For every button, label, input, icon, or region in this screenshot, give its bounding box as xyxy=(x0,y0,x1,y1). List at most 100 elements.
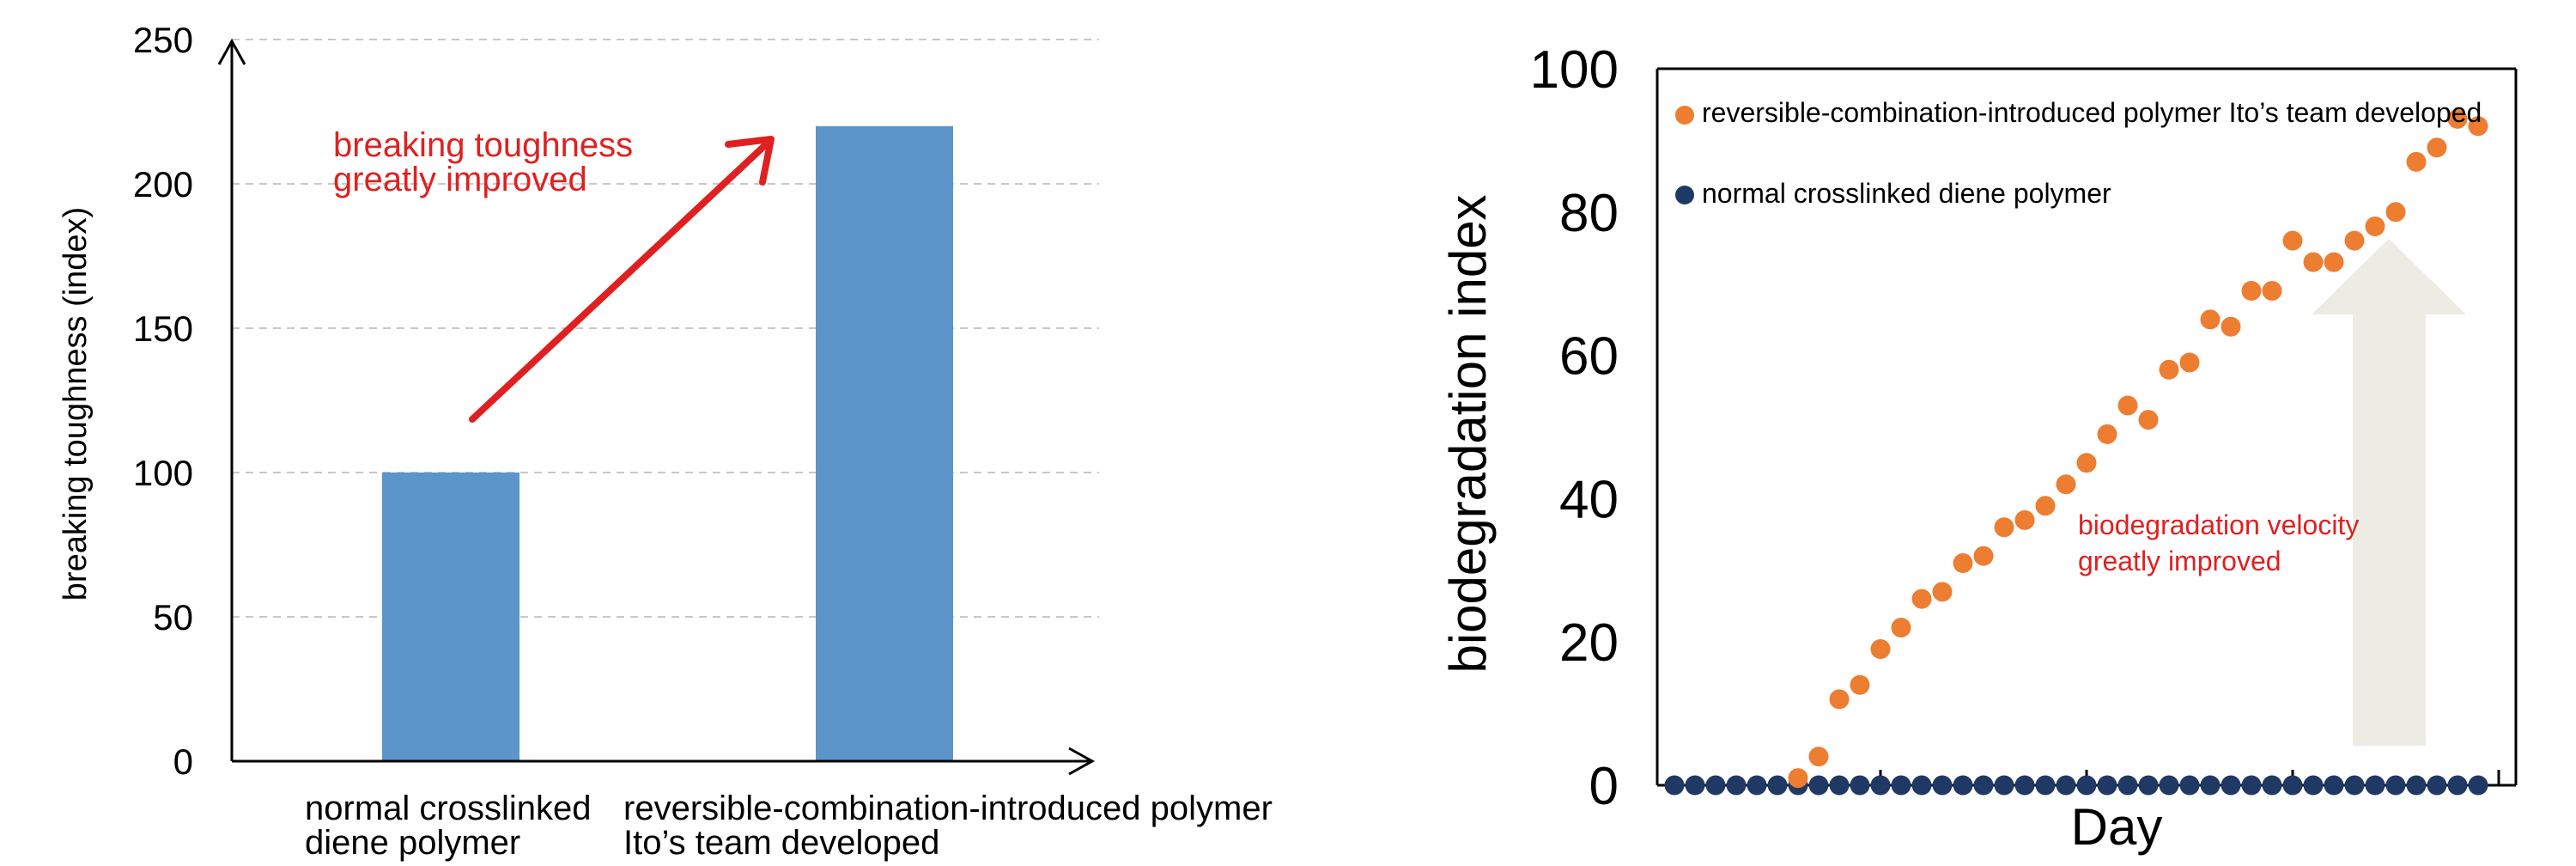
bar-chart-y-axis-label: breaking toughness (index) xyxy=(58,207,94,601)
scatter-chart: 0 20 40 60 80 100 biodegradation index Day re… xyxy=(1439,40,2518,856)
scatter-point-reversible-polymer xyxy=(2138,410,2159,430)
scatter-point-reversible-polymer xyxy=(1870,639,1891,660)
scatter-point-reversible-polymer xyxy=(2056,474,2076,495)
scatter-point-diene-polymer xyxy=(1911,775,1932,796)
scatter-point-diene-polymer xyxy=(2076,775,2097,796)
scatter-point-diene-polymer xyxy=(1932,775,1953,796)
scatter-point-reversible-polymer xyxy=(2035,496,2056,516)
scatter-chart-y-tick-label: 100 xyxy=(1530,40,1619,100)
scatter-chart-y-tick-label: 80 xyxy=(1559,184,1619,243)
bar xyxy=(382,473,519,761)
scatter-point-reversible-polymer xyxy=(2200,309,2221,330)
scatter-point-reversible-polymer xyxy=(2303,252,2324,272)
bar-chart-y-tick-labels: 0 50 100 150 200 250 xyxy=(133,20,193,782)
scatter-point-reversible-polymer xyxy=(2324,252,2344,272)
scatter-point-reversible-polymer xyxy=(1911,589,1932,609)
scatter-point-diene-polymer xyxy=(2014,775,2035,796)
scatter-point-diene-polymer xyxy=(2468,775,2488,796)
scatter-point-reversible-polymer xyxy=(1932,582,1953,602)
scatter-point-diene-polymer xyxy=(2097,775,2117,796)
scatter-point-diene-polymer xyxy=(2179,775,2200,796)
scatter-chart-points xyxy=(1664,108,2488,796)
scatter-point-diene-polymer xyxy=(2324,775,2344,796)
bar-chart-y-tick-label: 0 xyxy=(173,741,193,782)
scatter-point-reversible-polymer xyxy=(1973,546,1994,566)
bar-chart-category-label: normal crosslinked xyxy=(305,790,591,827)
scatter-point-reversible-polymer xyxy=(2365,216,2385,236)
bar-chart-y-axis-arrowhead xyxy=(217,38,246,65)
scatter-chart-y-tick-label: 20 xyxy=(1559,613,1619,673)
bar-chart-gridlines xyxy=(232,39,1099,618)
scatter-point-diene-polymer xyxy=(2056,775,2076,796)
scatter-point-reversible-polymer xyxy=(1829,689,1850,710)
scatter-chart-y-tick-label: 40 xyxy=(1559,470,1619,529)
bar-chart-category-label: diene polymer xyxy=(305,824,520,862)
scatter-point-reversible-polymer xyxy=(2076,453,2097,473)
scatter-point-diene-polymer xyxy=(1726,775,1747,796)
scatter-point-reversible-polymer xyxy=(2117,395,2138,416)
scatter-point-reversible-polymer xyxy=(2221,316,2241,337)
scatter-point-diene-polymer xyxy=(2241,775,2262,796)
scatter-point-reversible-polymer xyxy=(2179,352,2200,373)
scatter-point-diene-polymer xyxy=(2385,775,2406,796)
scatter-point-diene-polymer xyxy=(2221,775,2241,796)
scatter-point-diene-polymer xyxy=(2427,775,2447,796)
scatter-point-diene-polymer xyxy=(1850,775,1870,796)
scatter-point-diene-polymer xyxy=(1685,775,1705,796)
toughness-annotation-line-1: breaking toughness xyxy=(333,126,633,164)
scatter-point-diene-polymer xyxy=(1808,775,1829,796)
scatter-point-reversible-polymer xyxy=(2282,230,2303,251)
scatter-point-reversible-polymer xyxy=(2406,151,2427,172)
scatter-chart-y-tick-label: 60 xyxy=(1559,327,1619,387)
scatter-point-reversible-polymer xyxy=(2262,281,2282,302)
scatter-point-diene-polymer xyxy=(1891,775,1911,796)
scatter-point-diene-polymer xyxy=(1973,775,1994,796)
scatter-point-diene-polymer xyxy=(2200,775,2221,796)
scatter-point-reversible-polymer xyxy=(2427,137,2447,158)
scatter-point-reversible-polymer xyxy=(2385,202,2406,223)
scatter-point-reversible-polymer xyxy=(2097,424,2117,444)
legend-label-series-1: reversible-combination-introduced polyme… xyxy=(1702,97,2482,128)
scatter-point-diene-polymer xyxy=(2262,775,2282,796)
bar-chart-y-tick-label: 150 xyxy=(133,308,193,349)
bar-chart-y-tick-label: 250 xyxy=(133,20,193,60)
bar-chart-x-axis-arrowhead xyxy=(1068,747,1096,776)
scatter-point-reversible-polymer xyxy=(2241,281,2262,302)
bar xyxy=(816,125,953,762)
scatter-point-diene-polymer xyxy=(2159,775,2179,796)
velocity-annotation-line-2: greatly improved xyxy=(2078,546,2281,576)
bar-chart-category-label: Ito’s team developed xyxy=(623,824,939,862)
scatter-point-reversible-polymer xyxy=(2159,359,2179,380)
scatter-point-reversible-polymer xyxy=(1953,552,1973,573)
scatter-chart-x-axis-label: Day xyxy=(2071,798,2163,856)
scatter-chart-y-tick-labels: 0 20 40 60 80 100 xyxy=(1530,40,1619,816)
scatter-point-diene-polymer xyxy=(2365,775,2385,796)
scatter-point-reversible-polymer xyxy=(1850,674,1870,695)
scatter-point-diene-polymer xyxy=(1767,775,1788,796)
scatter-point-diene-polymer xyxy=(1953,775,1973,796)
legend-label-series-2: normal crosslinked diene polymer xyxy=(1702,178,2111,209)
scatter-point-reversible-polymer xyxy=(1994,517,2014,538)
scatter-point-diene-polymer xyxy=(2035,775,2056,796)
scatter-point-diene-polymer xyxy=(1664,775,1685,796)
scatter-point-diene-polymer xyxy=(2303,775,2324,796)
toughness-arrow-shaft xyxy=(469,143,768,423)
scatter-point-diene-polymer xyxy=(2447,775,2468,796)
scatter-point-diene-polymer xyxy=(1747,775,1767,796)
legend-marker-series-2 xyxy=(1675,186,1694,204)
bar-chart-y-tick-label: 100 xyxy=(133,453,193,493)
scatter-point-diene-polymer xyxy=(2138,775,2159,796)
scatter-point-reversible-polymer xyxy=(1788,768,1808,789)
bar-chart-category-label: reversible-combination-introduced polyme… xyxy=(623,790,1273,827)
velocity-annotation-line-1: biodegradation velocity xyxy=(2078,509,2359,540)
scatter-point-reversible-polymer xyxy=(2344,230,2365,251)
scatter-point-diene-polymer xyxy=(1870,775,1891,796)
scatter-point-reversible-polymer xyxy=(1808,747,1829,767)
scatter-point-diene-polymer xyxy=(2117,775,2138,796)
scatter-point-diene-polymer xyxy=(2282,775,2303,796)
bar-chart-y-tick-label: 200 xyxy=(133,164,193,204)
bar-chart-y-tick-label: 50 xyxy=(153,597,193,637)
bar-chart: 0 50 100 150 200 250 breaking toughness (inde… xyxy=(58,20,1273,862)
